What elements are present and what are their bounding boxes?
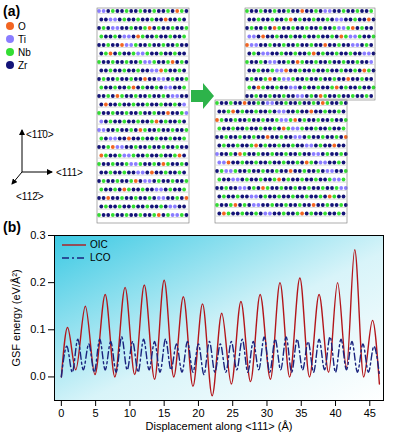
svg-text:45: 45 xyxy=(364,407,376,419)
svg-text:<112̄>: <112̄> xyxy=(16,191,44,202)
svg-text:5: 5 xyxy=(93,407,99,419)
svg-text:Zr: Zr xyxy=(18,60,28,71)
svg-text:GSF energy (eV/Å²): GSF energy (eV/Å²) xyxy=(10,269,22,366)
svg-text:40: 40 xyxy=(329,407,341,419)
svg-text:0.2: 0.2 xyxy=(30,276,45,288)
svg-text:0.1: 0.1 xyxy=(30,323,45,335)
svg-text:30: 30 xyxy=(261,407,273,419)
svg-text:25: 25 xyxy=(227,407,239,419)
svg-text:O: O xyxy=(18,21,26,32)
svg-text:10: 10 xyxy=(124,407,136,419)
svg-text:<111>: <111> xyxy=(56,167,83,178)
html-text:OIC: OIC xyxy=(90,239,108,250)
html-text:(b): (b) xyxy=(3,219,21,235)
svg-text:(a): (a) xyxy=(3,3,20,19)
svg-text:Displacement along <111> (Å): Displacement along <111> (Å) xyxy=(146,420,293,432)
svg-text:0.0: 0.0 xyxy=(30,370,45,382)
svg-text:Nb: Nb xyxy=(18,47,31,58)
svg-text:20: 20 xyxy=(192,407,204,419)
svg-text:35: 35 xyxy=(295,407,307,419)
svg-text:15: 15 xyxy=(158,407,170,419)
html-text:LCO: LCO xyxy=(90,252,111,263)
svg-text:Ti: Ti xyxy=(18,34,26,45)
svg-text:0: 0 xyxy=(58,407,64,419)
svg-text:<11̄0>: <11̄0> xyxy=(26,129,54,140)
svg-text:0.3: 0.3 xyxy=(30,229,45,241)
